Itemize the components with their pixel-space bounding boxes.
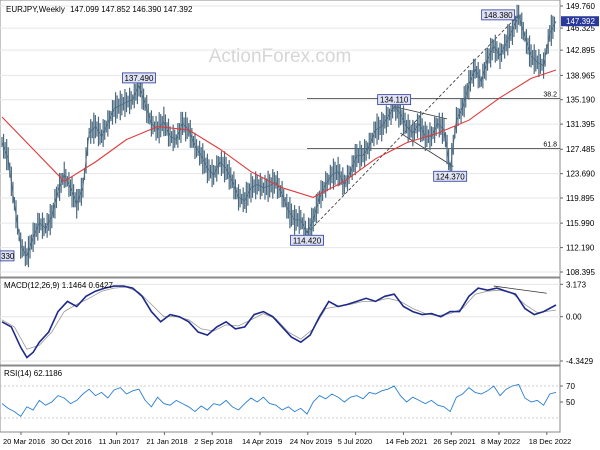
price-tick-label: 142.895 — [566, 46, 595, 55]
macd-divergence-line — [493, 285, 547, 294]
macd-tick-label: -4.3429 — [566, 357, 594, 366]
macd-gridlines — [0, 283, 560, 362]
price-label-box — [433, 170, 468, 182]
price-labels: 137.490 114.420 134.110 124.370 148.380 330 — [0, 9, 516, 262]
x-tick-label: 2 Sep 2018 — [194, 437, 232, 446]
x-tick-label: 20 Mar 2016 — [3, 437, 45, 446]
price-tick-label: 112.190 — [566, 244, 595, 253]
price-label: 134.110 — [380, 96, 409, 105]
rsi-gridlines — [0, 385, 560, 419]
x-tick-label: 8 May 2022 — [481, 437, 520, 446]
price-tick-label: 119.895 — [566, 194, 595, 203]
price-panel-frame — [0, 0, 561, 278]
price-label-box — [0, 250, 15, 262]
x-tick-label: 5 Jul 2020 — [338, 437, 373, 446]
macd-tick-label: 0.00 — [566, 313, 582, 322]
macd-y-axis: 3.173 0.00 -4.3429 — [560, 280, 594, 366]
rsi-panel-frame — [0, 365, 561, 433]
price-tick-label: 108.395 — [566, 268, 595, 277]
x-tick-label: 30 Oct 2016 — [51, 437, 92, 446]
x-axis: 20 Mar 2016 30 Oct 2016 11 Jun 2017 21 Jan … — [3, 432, 571, 446]
price-line — [1, 13, 557, 258]
price-label-box — [122, 72, 156, 84]
x-tick-label: 14 Apr 2019 — [242, 437, 282, 446]
price-label-box — [481, 9, 516, 21]
rsi-plot — [1, 383, 557, 418]
price-label-box — [377, 94, 412, 106]
rsi-tick-label: 70 — [566, 382, 575, 391]
price-plot — [1, 4, 557, 268]
rsi-line — [1, 383, 557, 418]
x-tick-label: 14 Feb 2021 — [385, 437, 427, 446]
price-label: 124.370 — [436, 172, 465, 181]
price-tick-label: 146.325 — [566, 24, 595, 33]
rsi-y-axis: 70 50 — [560, 382, 575, 407]
price-label: 148.380 — [484, 11, 513, 20]
macd-plot — [1, 285, 557, 359]
price-tick-label: 149.760 — [566, 2, 595, 11]
macd-signal-line — [1, 286, 557, 350]
fib-level-label: 38.2 — [543, 91, 557, 98]
ohlc-readout: 147.099 147.852 146.390 147.392 — [70, 5, 193, 14]
fib-level-label: 61.8 — [543, 142, 557, 149]
price-label: 114.420 — [293, 236, 322, 245]
symbol: EURJPY,Weekly — [6, 5, 65, 14]
price-tick-label: 115.990 — [566, 219, 595, 228]
rsi-tick-label: 50 — [566, 398, 575, 407]
moving-average-line — [1, 69, 557, 198]
price-label-cut: 330 — [1, 252, 15, 261]
price-tick-label: 127.485 — [566, 145, 595, 154]
price-tick-label: 135.190 — [566, 96, 595, 105]
watermark: ActionForex.com — [209, 46, 352, 67]
x-tick-label: 18 Dec 2022 — [529, 437, 572, 446]
rsi-label: RSI(14) 62.1186 — [4, 369, 63, 378]
macd-label: MACD(12,26,9) 1.1464 0.6427 — [4, 281, 114, 290]
macd-line — [1, 285, 557, 359]
price-label-box — [290, 234, 324, 246]
price-tick-label: 123.690 — [566, 170, 595, 179]
price-tick-label: 131.395 — [566, 120, 595, 129]
current-price-label: 147.392 — [566, 17, 595, 26]
macd-tick-label: 3.173 — [566, 280, 587, 289]
price-tick-label: 138.965 — [566, 71, 595, 80]
x-tick-label: 24 Nov 2019 — [290, 437, 333, 446]
x-tick-label: 11 Jun 2017 — [99, 437, 140, 446]
price-y-axis: 149.760 146.325 142.895 138.965 135.190 131.3… — [560, 2, 599, 277]
x-tick-label: 26 Sep 2021 — [433, 437, 476, 446]
current-price-box — [561, 16, 599, 27]
symbol-label: EURJPY,Weekly 147.099 147.852 146.390 14… — [6, 5, 193, 14]
price-gridlines — [0, 5, 560, 273]
x-tick-label: 21 Jan 2018 — [146, 437, 187, 446]
price-label: 137.490 — [124, 74, 153, 83]
